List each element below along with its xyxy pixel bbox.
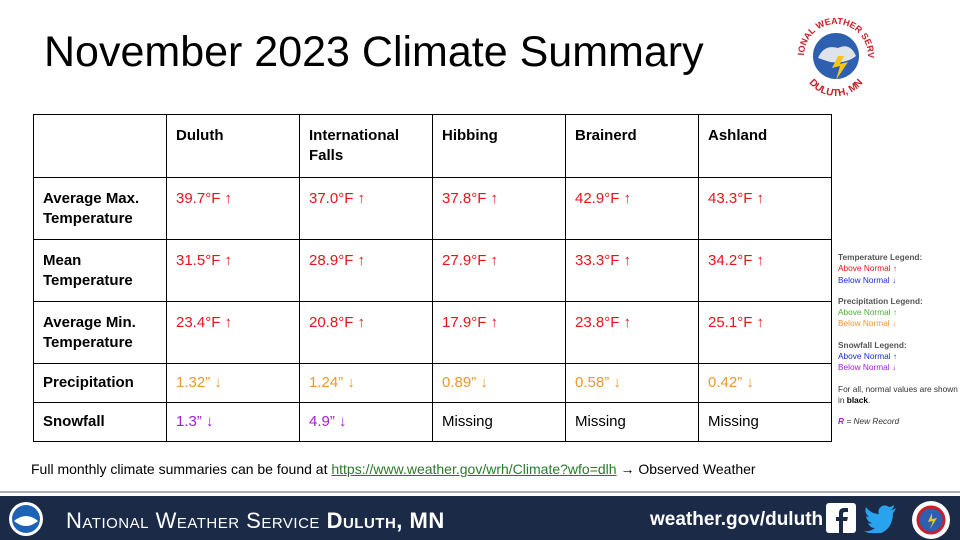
divider bbox=[0, 491, 960, 493]
note-text: For all, normal values are shown in bbox=[838, 383, 958, 405]
value-cell: 23.4°F ↑ bbox=[166, 301, 300, 364]
value-cell: 31.5°F ↑ bbox=[166, 239, 300, 302]
column-header: International Falls bbox=[299, 114, 433, 178]
table-row: Mean Temperature 31.5°F ↑ 28.9°F ↑ 27.9°F ↑… bbox=[33, 239, 832, 302]
table-row: Snowfall 1.3” ↓ 4.9” ↓ Missing Missing Missin… bbox=[33, 402, 832, 442]
value-cell: 17.9°F ↑ bbox=[432, 301, 566, 364]
column-header: Ashland bbox=[698, 114, 832, 178]
value-cell: Missing bbox=[565, 402, 699, 442]
legend-item: Below Normal ↓ bbox=[838, 362, 897, 373]
nws-small-logo bbox=[912, 501, 950, 539]
nws-logo: NATIONAL WEATHER SERVICE DULUTH, MN bbox=[790, 6, 876, 99]
footer-bar bbox=[0, 496, 960, 540]
value-cell: 42.9°F ↑ bbox=[565, 177, 699, 240]
legend-title: Snowfall Legend: bbox=[838, 339, 907, 350]
table-row: Average Min. Temperature 23.4°F ↑ 20.8°F ↑… bbox=[33, 301, 832, 364]
corner-cell bbox=[33, 114, 167, 178]
value-cell: 43.3°F ↑ bbox=[698, 177, 832, 240]
value-cell: 0.42” ↓ bbox=[698, 363, 832, 403]
footnote: Full monthly climate summaries can be fo… bbox=[31, 461, 756, 477]
legend-section: Precipitation Legend: Above Normal ↑ Below… bbox=[838, 296, 958, 330]
legend-note: For all, normal values are shown in blac… bbox=[838, 384, 958, 407]
table-row: Average Max. Temperature 39.7°F ↑ 37.0°F ↑… bbox=[33, 177, 832, 240]
value-cell: 23.8°F ↑ bbox=[565, 301, 699, 364]
legend-item: Above Normal ↑ bbox=[838, 263, 898, 274]
value-cell: 0.89” ↓ bbox=[432, 363, 566, 403]
note-end: . bbox=[868, 394, 871, 405]
footer-agency: National Weather Service Duluth, MN bbox=[66, 508, 445, 534]
legend-title: Precipitation Legend: bbox=[838, 295, 923, 306]
legend-title: Temperature Legend: bbox=[838, 252, 923, 262]
value-cell: 25.1°F ↑ bbox=[698, 301, 832, 364]
value-cell: 34.2°F ↑ bbox=[698, 239, 832, 302]
value-cell: Missing bbox=[698, 402, 832, 442]
legend-record: R = New Record bbox=[838, 416, 958, 427]
footnote-text: Full monthly climate summaries can be fo… bbox=[31, 461, 328, 477]
row-label: Average Max. Temperature bbox=[33, 177, 167, 240]
value-cell: 37.0°F ↑ bbox=[299, 177, 433, 240]
value-cell: 28.9°F ↑ bbox=[299, 239, 433, 302]
facebook-icon[interactable] bbox=[826, 503, 856, 533]
legend-section: Snowfall Legend: Above Normal ↑ Below Norm… bbox=[838, 340, 958, 374]
value-cell: 1.24” ↓ bbox=[299, 363, 433, 403]
value-cell: 37.8°F ↑ bbox=[432, 177, 566, 240]
climate-table: Duluth International Falls Hibbing Brainerd… bbox=[33, 114, 832, 442]
agency-name: National Weather Service bbox=[66, 508, 320, 533]
office-name: Duluth, MN bbox=[326, 508, 445, 533]
value-cell: 4.9” ↓ bbox=[299, 402, 433, 442]
legend-section: Temperature Legend: Above Normal ↑ Below N… bbox=[838, 252, 958, 286]
column-header: Brainerd bbox=[565, 114, 699, 178]
value-cell: 33.3°F ↑ bbox=[565, 239, 699, 302]
value-cell: 27.9°F ↑ bbox=[432, 239, 566, 302]
row-label: Snowfall bbox=[33, 402, 167, 442]
column-header: Duluth bbox=[166, 114, 300, 178]
title: November 2023 Climate Summary bbox=[44, 28, 704, 76]
footnote-after: → Observed Weather bbox=[620, 461, 756, 477]
noaa-logo bbox=[9, 502, 43, 536]
value-cell: 20.8°F ↑ bbox=[299, 301, 433, 364]
table-row: Precipitation 1.32” ↓ 1.24” ↓ 0.89” ↓ 0.58” … bbox=[33, 363, 832, 403]
row-label: Precipitation bbox=[33, 363, 167, 403]
twitter-icon[interactable] bbox=[864, 503, 898, 533]
record-symbol: R bbox=[838, 416, 844, 427]
note-emphasis: black bbox=[846, 394, 868, 405]
value-cell: 0.58” ↓ bbox=[565, 363, 699, 403]
legend-item: Below Normal ↓ bbox=[838, 318, 897, 329]
value-cell: 1.32” ↓ bbox=[166, 363, 300, 403]
value-cell: 39.7°F ↑ bbox=[166, 177, 300, 240]
row-label: Mean Temperature bbox=[33, 239, 167, 302]
footer-url[interactable]: weather.gov/duluth bbox=[650, 509, 824, 530]
value-cell: 1.3” ↓ bbox=[166, 402, 300, 442]
record-text: = New Record bbox=[846, 416, 900, 427]
legend-item: Below Normal ↓ bbox=[838, 274, 897, 285]
legend: Temperature Legend: Above Normal ↑ Below N… bbox=[838, 252, 958, 428]
row-label: Average Min. Temperature bbox=[33, 301, 167, 364]
column-header: Hibbing bbox=[432, 114, 566, 178]
legend-item: Above Normal ↑ bbox=[838, 351, 898, 362]
legend-item: Above Normal ↑ bbox=[838, 307, 898, 318]
value-cell: Missing bbox=[432, 402, 566, 442]
climate-link[interactable]: https://www.weather.gov/wrh/Climate?wfo=… bbox=[331, 461, 617, 477]
